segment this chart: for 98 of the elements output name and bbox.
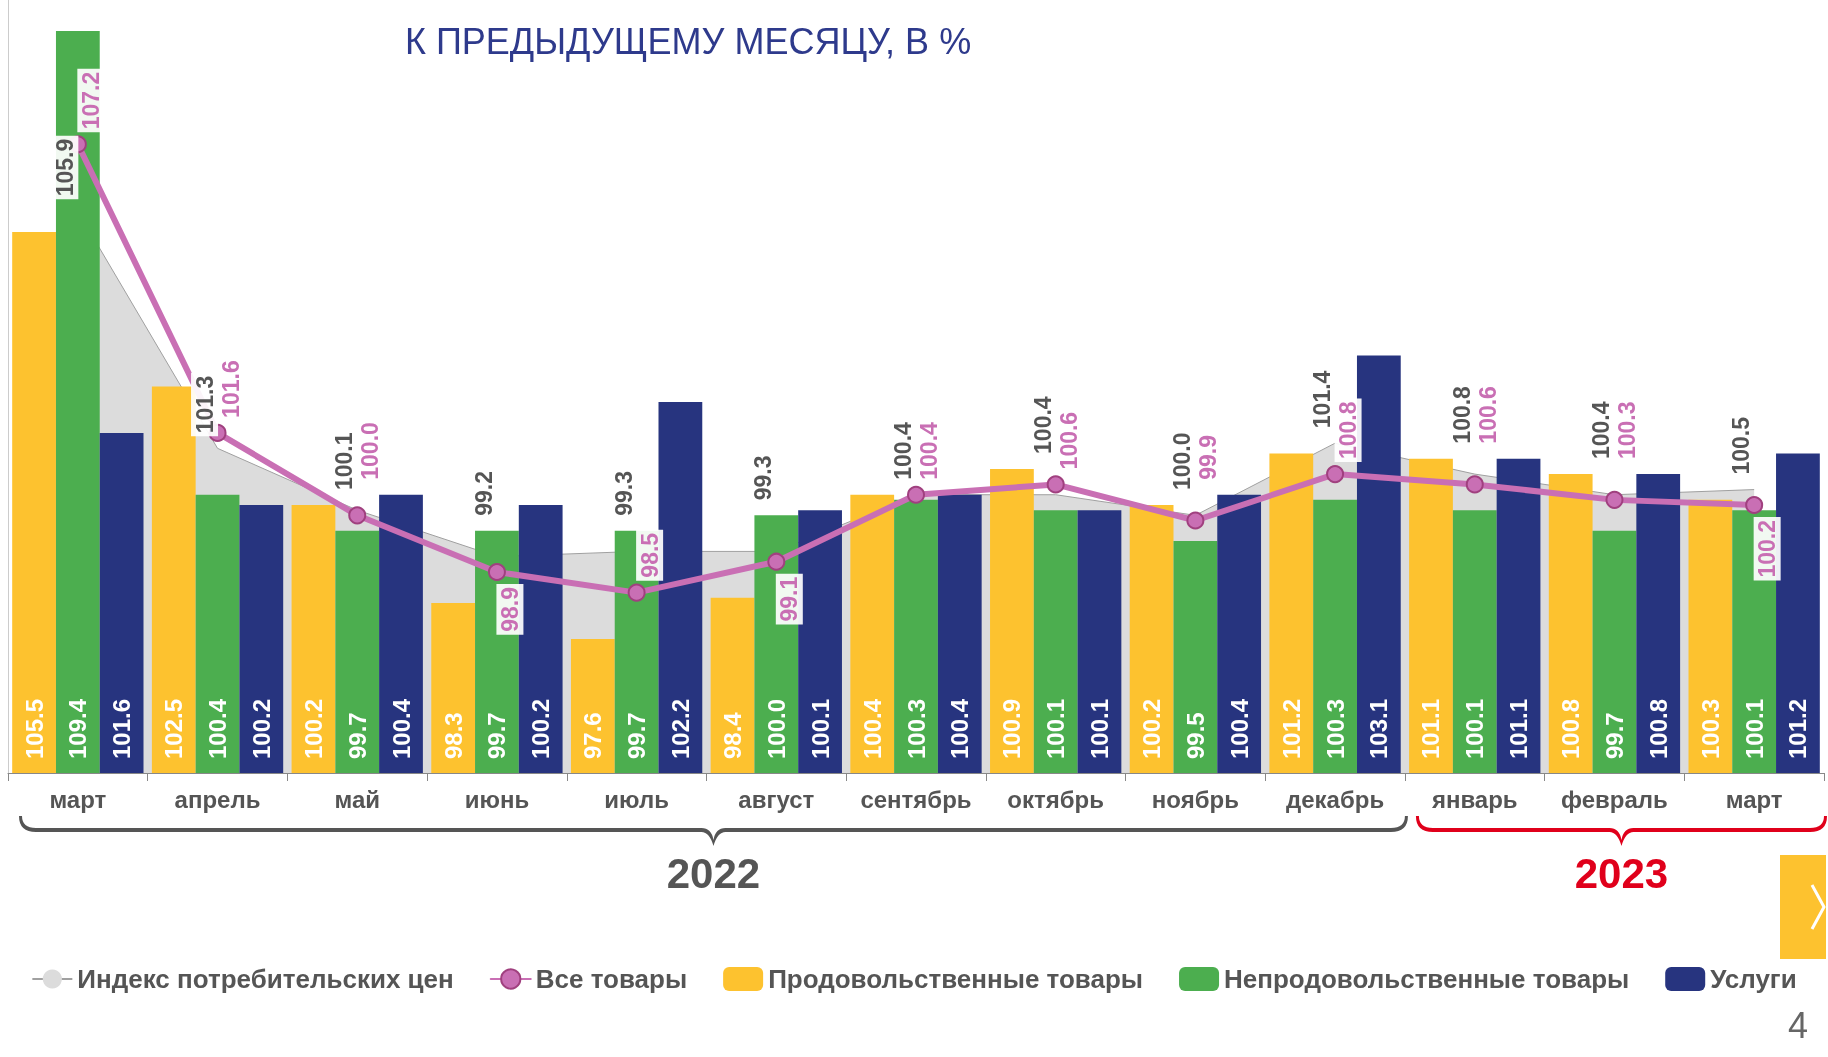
x-tick-label: февраль xyxy=(1561,785,1668,813)
data-label: 100.8 xyxy=(1644,698,1672,759)
data-label: 99.1 xyxy=(776,576,803,622)
data-label: 100.8 xyxy=(1557,698,1585,759)
data-label: 99.2 xyxy=(470,471,497,516)
point xyxy=(767,552,786,571)
data-label: 102.2 xyxy=(666,698,694,759)
data-label: 100.2 xyxy=(247,698,275,759)
data-label: 100.1 xyxy=(1042,698,1070,759)
data-label: 100.1 xyxy=(806,698,834,759)
data-label: 99.7 xyxy=(623,712,651,759)
legend-label: Все товары xyxy=(535,964,688,994)
x-tick-label: декабрь xyxy=(1285,785,1385,813)
data-label: 99.7 xyxy=(1600,712,1628,759)
data-label: 100.6 xyxy=(1055,411,1082,470)
data-label: 101.2 xyxy=(1277,698,1305,759)
data-label: 101.6 xyxy=(108,698,136,759)
x-tick-label: июль xyxy=(604,785,669,813)
data-label: 100.4 xyxy=(204,698,232,759)
data-label: 99.7 xyxy=(483,712,511,759)
data-label: 100.4 xyxy=(946,698,974,759)
x-tick-label: ноябрь xyxy=(1151,785,1239,813)
data-label: 100.1 xyxy=(1461,698,1489,759)
data-label: 105.5 xyxy=(20,698,48,759)
data-label: 100.0 xyxy=(762,698,790,759)
text: 4 xyxy=(1787,1005,1808,1047)
data-label: 99.7 xyxy=(343,712,371,759)
data-label: 99.3 xyxy=(750,455,777,501)
data-label: 100.4 xyxy=(1225,698,1253,759)
text: 2022 xyxy=(666,850,761,898)
data-label: 98.5 xyxy=(636,532,663,578)
data-label: 101.6 xyxy=(217,360,244,418)
data-label: 100.4 xyxy=(387,698,415,759)
data-label: 100.9 xyxy=(998,698,1026,759)
data-label: 99.5 xyxy=(1181,712,1209,759)
data-label: 100.4 xyxy=(1588,401,1615,460)
data-label: 98.3 xyxy=(439,712,467,759)
x-tick-label: март xyxy=(1725,785,1783,813)
data-label: 100.8 xyxy=(1335,401,1362,460)
text: 2023 xyxy=(1574,850,1669,898)
data-label: 100.2 xyxy=(299,698,327,759)
x-tick-label: октябрь xyxy=(1007,785,1105,813)
legend-label: Продовольственные товары xyxy=(768,964,1144,994)
data-label: 100.8 xyxy=(1448,385,1475,444)
data-label: 100.2 xyxy=(1754,520,1781,578)
x-tick-label: апрель xyxy=(174,785,261,813)
point xyxy=(348,506,367,525)
data-label: 100.3 xyxy=(1614,401,1641,460)
x-tick-label: январь xyxy=(1430,785,1518,813)
data-label: 100.4 xyxy=(1029,396,1056,454)
data-label: 100.0 xyxy=(357,422,384,480)
data-label: 100.5 xyxy=(1728,416,1755,475)
data-label: 98.9 xyxy=(496,587,523,632)
data-label: 109.4 xyxy=(64,698,92,759)
data-label: 101.1 xyxy=(1417,698,1445,759)
legend-label: Непродовольственные товары xyxy=(1224,964,1630,994)
point xyxy=(1605,490,1624,509)
data-label: 101.2 xyxy=(1784,698,1812,759)
x-tick-label: сентябрь xyxy=(860,785,972,813)
data-label: 100.3 xyxy=(1696,698,1724,759)
data-label: 102.5 xyxy=(160,698,188,759)
data-label: 100.6 xyxy=(1474,386,1501,444)
data-label: 100.2 xyxy=(527,698,555,759)
data-label: 101.3 xyxy=(191,375,218,434)
x-tick-label: май xyxy=(334,785,380,813)
data-label: 99.9 xyxy=(1195,434,1222,480)
data-label: 100.1 xyxy=(331,432,358,491)
point xyxy=(1745,496,1764,515)
text: К ПРЕДЫДУЩЕМУ МЕСЯЦУ, В % xyxy=(405,20,972,62)
data-label: 101.1 xyxy=(1505,698,1533,759)
point xyxy=(1046,475,1065,494)
point xyxy=(487,563,506,582)
data-label: 97.6 xyxy=(579,712,607,759)
data-label: 105.9 xyxy=(51,138,78,197)
point xyxy=(1465,475,1484,494)
data-label: 100.4 xyxy=(916,421,942,480)
data-label: 101.4 xyxy=(1309,370,1336,429)
data-label: 100.2 xyxy=(1138,698,1166,759)
point xyxy=(1326,465,1345,484)
data-label: 100.1 xyxy=(1085,698,1113,759)
data-label: 103.1 xyxy=(1365,698,1393,759)
data-label: 99.3 xyxy=(610,471,637,516)
x-tick-label: июнь xyxy=(464,785,530,813)
x-tick-label: август xyxy=(738,785,815,813)
legend-label: Услуги xyxy=(1710,964,1797,994)
data-label: 100.0 xyxy=(1169,432,1196,491)
data-label: 100.1 xyxy=(1740,698,1768,759)
point xyxy=(907,485,925,504)
data-label: 107.2 xyxy=(77,71,104,130)
legend-label: Индекс потребительских цен xyxy=(77,964,454,994)
data-label: 100.4 xyxy=(890,421,916,480)
data-label: 100.3 xyxy=(1321,698,1349,759)
data-label: 100.4 xyxy=(858,698,886,759)
x-tick-label: март xyxy=(49,785,107,813)
point xyxy=(627,583,646,602)
data-label: 100.3 xyxy=(902,698,930,759)
data-label: 98.4 xyxy=(719,711,747,759)
point xyxy=(1186,511,1205,530)
